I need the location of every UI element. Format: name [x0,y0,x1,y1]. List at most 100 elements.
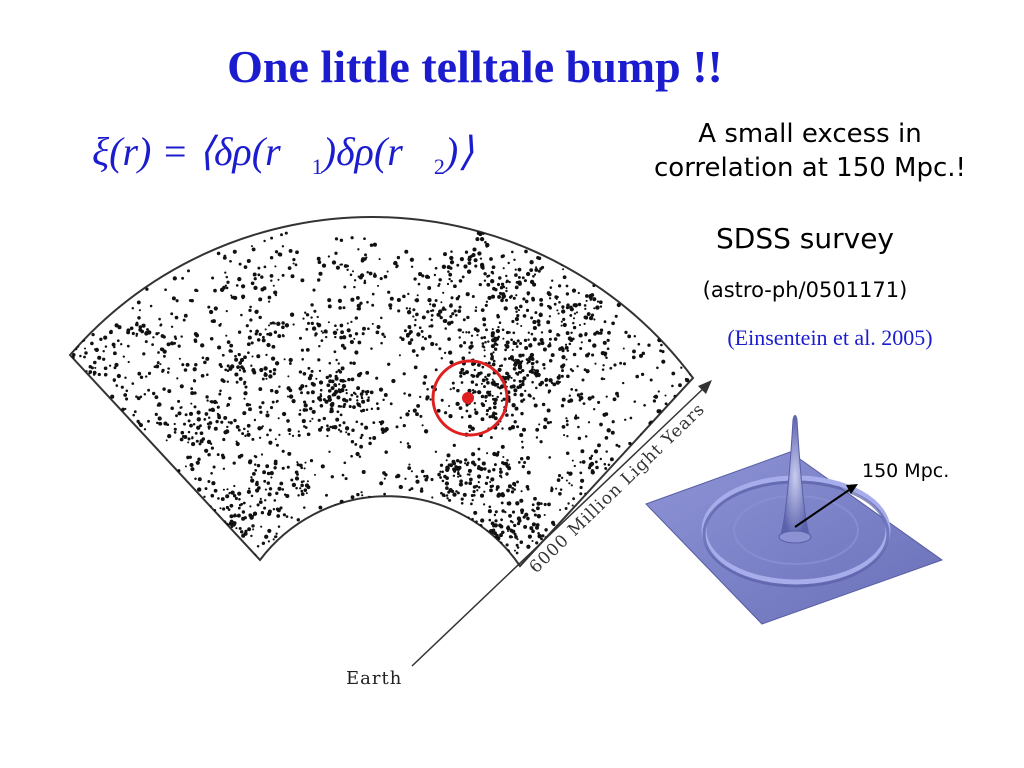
galaxy-dot [147,330,152,335]
galaxy-dot [452,557,456,561]
galaxy-dot [432,566,435,569]
galaxy-dot [450,586,453,589]
galaxy-dot [184,465,187,468]
galaxy-dot [339,549,344,554]
galaxy-dot [507,378,510,381]
galaxy-dot [310,390,315,395]
galaxy-dot [79,293,83,297]
galaxy-dot [516,480,519,484]
galaxy-dot [466,461,470,465]
galaxy-dot [631,256,636,261]
galaxy-dot [288,362,292,365]
galaxy-dot [106,540,111,545]
galaxy-dot [297,433,301,437]
galaxy-dot [465,553,470,558]
galaxy-dot [602,340,607,345]
galaxy-dot [86,255,91,260]
galaxy-dot [645,274,651,280]
galaxy-dot [335,377,339,380]
galaxy-dot [114,362,119,367]
galaxy-dot [484,394,488,399]
galaxy-dot [609,263,614,269]
galaxy-dot [339,565,344,566]
galaxy-dot [304,384,308,388]
galaxy-dot [271,400,275,404]
galaxy-dot [83,305,87,309]
galaxy-dot [513,258,516,262]
galaxy-dot [556,375,561,380]
galaxy-dot [278,385,281,388]
galaxy-dot [322,398,326,402]
galaxy-dot [383,429,388,433]
galaxy-dot [341,504,345,508]
galaxy-dot [205,356,210,361]
galaxy-dot [311,417,314,420]
galaxy-dot [465,409,469,413]
galaxy-dot [483,561,486,565]
galaxy-dot [621,497,626,502]
galaxy-dot [260,525,263,528]
galaxy-dot [400,508,405,512]
galaxy-dot [327,394,332,400]
galaxy-dot [276,514,281,518]
galaxy-dot [222,467,226,471]
galaxy-dot [553,337,558,341]
galaxy-dot [566,303,570,307]
galaxy-dot [475,237,480,242]
galaxy-dot [241,432,245,436]
galaxy-dot [518,379,522,383]
galaxy-dot [450,303,453,306]
galaxy-dot [335,417,340,422]
galaxy-dot [101,420,106,425]
galaxy-dot [537,269,541,273]
galaxy-dot [453,309,457,313]
galaxy-dot [679,564,684,566]
galaxy-dot [568,563,571,566]
galaxy-dot [248,487,251,490]
galaxy-dot [372,535,376,539]
galaxy-dot [100,503,104,507]
galaxy-dot [179,406,182,410]
galaxy-dot [324,525,327,528]
galaxy-dot [515,501,520,506]
galaxy-dot [226,380,229,383]
galaxy-dot [574,388,578,392]
galaxy-dot [643,304,646,307]
galaxy-dot [226,280,230,284]
galaxy-dot [193,379,197,383]
galaxy-dot [266,433,269,437]
galaxy-dot [158,317,161,321]
galaxy-dot [597,443,601,448]
galaxy-dot [371,292,375,296]
galaxy-dot [250,534,253,538]
galaxy-dot [211,555,216,561]
galaxy-dot [478,557,483,562]
galaxy-dot [84,351,88,355]
galaxy-dot [556,309,559,312]
galaxy-dot [499,524,504,529]
galaxy-dot [445,459,448,462]
galaxy-dot [294,530,298,534]
galaxy-dot [496,382,500,386]
galaxy-dot [310,316,313,319]
galaxy-dot [213,488,218,493]
galaxy-dot [506,459,509,462]
galaxy-dot [412,308,416,312]
galaxy-dot [511,510,516,514]
galaxy-dot [371,303,375,307]
galaxy-dot [193,391,197,395]
galaxy-dot [227,421,230,424]
galaxy-dot [177,259,181,263]
galaxy-dot [364,253,367,257]
galaxy-dot [668,412,672,416]
galaxy-dot [426,513,429,516]
galaxy-dot [338,306,342,310]
galaxy-dot [437,284,440,288]
galaxy-dot [472,570,476,574]
galaxy-dot [467,532,472,537]
galaxy-dot [103,366,108,371]
galaxy-dot [447,559,451,562]
galaxy-dot [97,445,101,449]
galaxy-dot [463,341,467,345]
galaxy-dot [145,556,150,561]
